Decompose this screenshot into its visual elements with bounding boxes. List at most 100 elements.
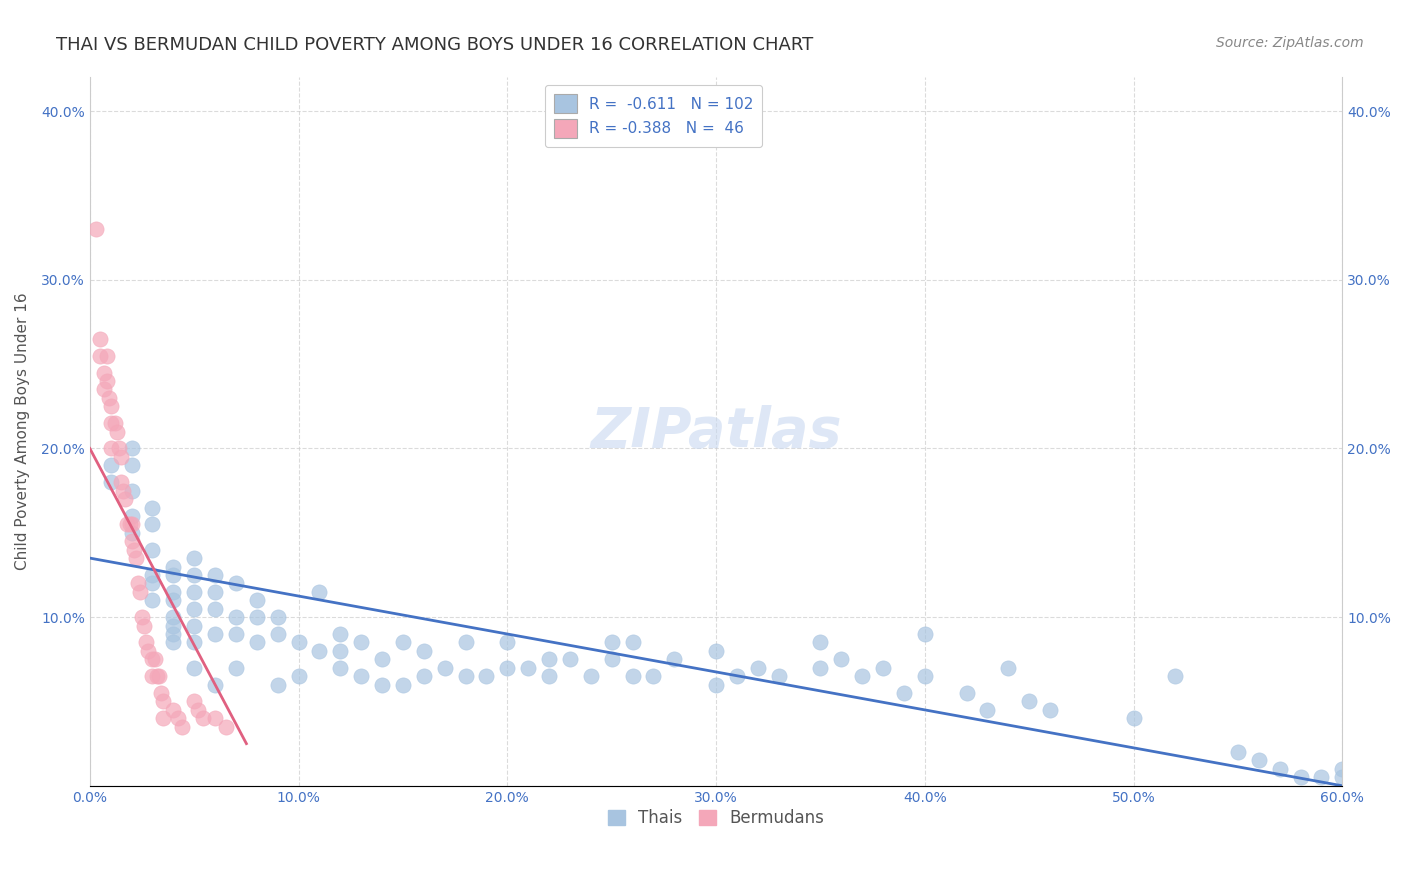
- Point: [122, 542, 145, 557]
- Point: [350, 669, 373, 683]
- Point: [454, 635, 477, 649]
- Point: [136, 644, 159, 658]
- Point: [121, 442, 143, 456]
- Point: [100, 458, 122, 473]
- Point: [643, 669, 665, 683]
- Point: [162, 593, 184, 607]
- Point: [1331, 762, 1354, 776]
- Point: [152, 694, 174, 708]
- Point: [148, 669, 170, 683]
- Point: [100, 442, 122, 456]
- Point: [89, 349, 111, 363]
- Point: [141, 652, 163, 666]
- Point: [162, 568, 184, 582]
- Point: [162, 618, 184, 632]
- Point: [100, 416, 122, 430]
- Point: [187, 703, 209, 717]
- Point: [538, 669, 561, 683]
- Point: [118, 517, 141, 532]
- Point: [131, 610, 153, 624]
- Point: [558, 652, 581, 666]
- Point: [93, 366, 115, 380]
- Point: [872, 661, 894, 675]
- Point: [267, 610, 290, 624]
- Point: [204, 568, 226, 582]
- Point: [108, 442, 131, 456]
- Point: [371, 677, 394, 691]
- Point: [725, 669, 748, 683]
- Point: [170, 720, 193, 734]
- Point: [350, 635, 373, 649]
- Point: [704, 644, 727, 658]
- Text: Source: ZipAtlas.com: Source: ZipAtlas.com: [1216, 36, 1364, 50]
- Point: [110, 475, 132, 490]
- Point: [1268, 762, 1291, 776]
- Point: [810, 661, 832, 675]
- Point: [127, 576, 149, 591]
- Point: [600, 635, 623, 649]
- Point: [329, 661, 352, 675]
- Point: [141, 576, 163, 591]
- Point: [433, 661, 456, 675]
- Point: [129, 584, 152, 599]
- Point: [204, 711, 226, 725]
- Point: [1331, 770, 1354, 784]
- Point: [810, 635, 832, 649]
- Point: [162, 635, 184, 649]
- Point: [134, 618, 156, 632]
- Point: [392, 677, 415, 691]
- Point: [135, 635, 157, 649]
- Point: [100, 400, 122, 414]
- Point: [308, 644, 330, 658]
- Point: [287, 635, 309, 649]
- Point: [141, 593, 163, 607]
- Point: [166, 711, 188, 725]
- Point: [89, 332, 111, 346]
- Point: [246, 635, 269, 649]
- Point: [121, 508, 143, 523]
- Point: [267, 677, 290, 691]
- Point: [141, 542, 163, 557]
- Point: [114, 492, 136, 507]
- Point: [183, 694, 205, 708]
- Point: [496, 661, 519, 675]
- Point: [851, 669, 873, 683]
- Point: [162, 703, 184, 717]
- Point: [141, 517, 163, 532]
- Point: [162, 610, 184, 624]
- Point: [121, 525, 143, 540]
- Point: [287, 669, 309, 683]
- Point: [1310, 770, 1333, 784]
- Point: [412, 669, 434, 683]
- Point: [329, 644, 352, 658]
- Point: [664, 652, 686, 666]
- Point: [1018, 694, 1040, 708]
- Point: [914, 669, 936, 683]
- Point: [517, 661, 540, 675]
- Point: [412, 644, 434, 658]
- Point: [955, 686, 977, 700]
- Point: [143, 652, 166, 666]
- Point: [914, 627, 936, 641]
- Point: [183, 568, 205, 582]
- Point: [329, 627, 352, 641]
- Point: [104, 416, 127, 430]
- Y-axis label: Child Poverty Among Boys Under 16: Child Poverty Among Boys Under 16: [15, 293, 30, 570]
- Point: [225, 627, 247, 641]
- Point: [162, 584, 184, 599]
- Point: [191, 711, 214, 725]
- Point: [93, 383, 115, 397]
- Point: [621, 669, 644, 683]
- Point: [747, 661, 769, 675]
- Point: [183, 584, 205, 599]
- Point: [183, 661, 205, 675]
- Point: [117, 517, 139, 532]
- Point: [225, 576, 247, 591]
- Point: [97, 391, 120, 405]
- Point: [204, 627, 226, 641]
- Point: [149, 686, 172, 700]
- Legend: Thais, Bermudans: Thais, Bermudans: [602, 803, 831, 834]
- Point: [110, 450, 132, 464]
- Text: ZIPatlas: ZIPatlas: [591, 405, 842, 458]
- Point: [246, 610, 269, 624]
